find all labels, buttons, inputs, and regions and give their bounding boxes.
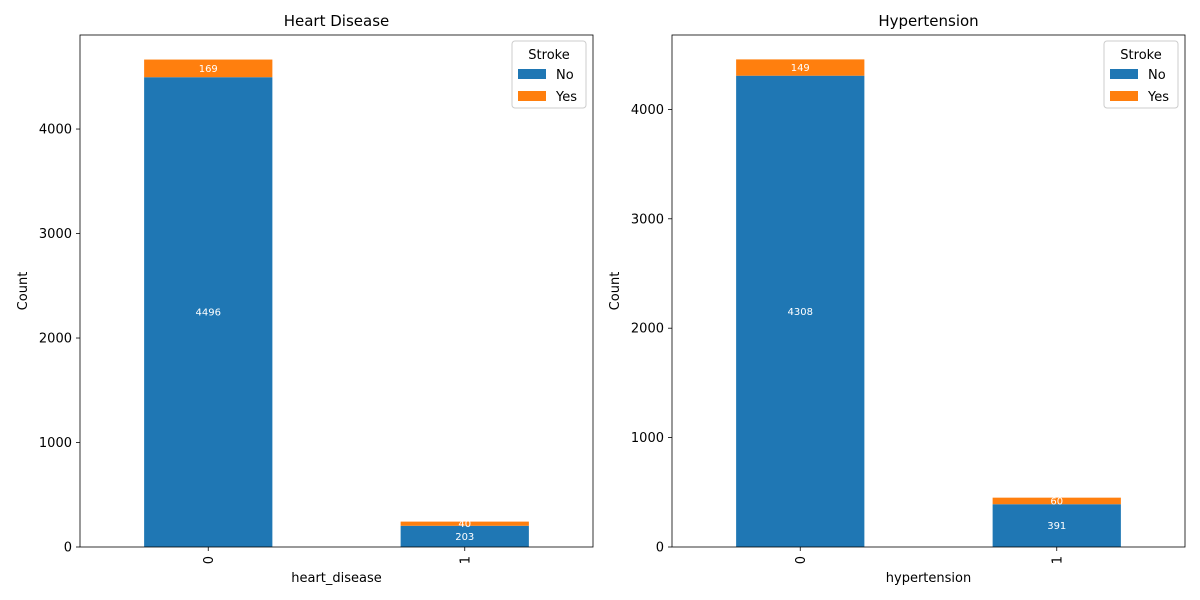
legend-swatch-no (518, 69, 546, 79)
bar-yes-0 (144, 59, 273, 78)
data-label-no-0: 4308 (788, 307, 813, 318)
legend-swatch-yes (518, 91, 546, 101)
data-label-yes-0: 169 (199, 64, 218, 75)
legend-title: Stroke (528, 48, 569, 63)
y-tick-label: 2000 (631, 322, 664, 337)
chart-title: Hypertension (878, 12, 978, 30)
legend-label-yes: Yes (555, 90, 577, 105)
x-tick-label: 0 (202, 556, 217, 564)
y-tick-label: 4000 (39, 123, 72, 138)
y-tick-label: 3000 (39, 227, 72, 242)
x-axis-label: hypertension (886, 571, 971, 586)
data-label-yes-1: 40 (458, 519, 471, 530)
y-tick-label: 4000 (631, 103, 664, 118)
y-tick-label: 0 (64, 541, 72, 556)
y-tick-label: 1000 (39, 436, 72, 451)
axes-frame (79, 34, 594, 548)
y-axis-label: Count (16, 272, 31, 311)
bar-yes-1 (400, 521, 529, 526)
chart-title: Heart Disease (284, 12, 390, 30)
data-label-no-1: 391 (1047, 521, 1066, 532)
x-tick-label: 1 (458, 556, 473, 564)
legend-label-no: No (556, 68, 574, 83)
data-label-yes-0: 149 (791, 63, 810, 74)
y-tick-label: 1000 (631, 431, 664, 446)
bar-no-0 (144, 77, 273, 548)
x-tick-label: 1 (1050, 556, 1065, 564)
x-tick-label: 0 (794, 556, 809, 564)
chart-heart-disease: Heart Disease 4496 169 203 40 0 1000 2000 3000 40… (16, 12, 594, 586)
bar-no-0 (736, 75, 865, 547)
bar-no-1 (992, 504, 1121, 547)
y-axis-label: Count (608, 272, 623, 311)
chart-hypertension: Hypertension 4308 149 391 60 0 1000 2000 3000 400… (608, 12, 1186, 586)
data-label-no-1: 203 (455, 532, 474, 543)
axes-frame (671, 34, 1186, 548)
y-tick-label: 3000 (631, 212, 664, 227)
bar-yes-0 (736, 59, 865, 76)
legend-swatch-no (1110, 69, 1138, 79)
legend-swatch-yes (1110, 91, 1138, 101)
data-label-no-0: 4496 (196, 308, 221, 319)
bar-yes-1 (992, 497, 1121, 505)
y-tick-label: 2000 (39, 332, 72, 347)
y-tick-label: 0 (656, 541, 664, 556)
legend-label-yes: Yes (1147, 90, 1169, 105)
x-axis-label: heart_disease (291, 571, 382, 586)
data-label-yes-1: 60 (1050, 496, 1063, 507)
legend-label-no: No (1148, 68, 1166, 83)
legend-title: Stroke (1120, 48, 1161, 63)
bar-no-1 (400, 525, 529, 547)
